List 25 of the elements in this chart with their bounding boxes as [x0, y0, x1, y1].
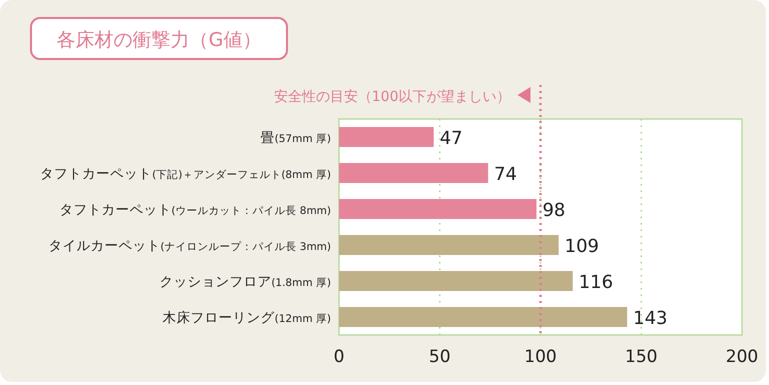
bar [339, 163, 488, 183]
y-tick-label: タフトカーペット(ウールカット：パイル長 8mm) [59, 202, 331, 218]
data-label: 143 [633, 308, 668, 329]
data-label: 47 [440, 128, 463, 149]
bar [339, 127, 434, 147]
ref-line-label: 安全性の目安（100以下が望ましい） [274, 89, 510, 105]
bar [339, 307, 628, 327]
bar [339, 271, 573, 291]
y-tick-label: 畳(57mm 厚) [260, 130, 331, 146]
y-tick-label: クッションフロア(1.8mm 厚) [159, 274, 331, 290]
bar [339, 199, 536, 219]
x-tick-label: 100 [524, 347, 557, 367]
data-label: 74 [494, 164, 518, 185]
y-tick-label: タイルカーペット(ナイロンループ：パイル長 3mm) [48, 238, 331, 254]
x-tick-label: 150 [625, 347, 658, 367]
data-label: 116 [578, 272, 614, 293]
x-tick-label: 200 [726, 347, 758, 367]
text: 各床材の衝撃力（G値） [56, 29, 262, 51]
y-tick-label: 木床フローリング(12mm 厚) [162, 310, 331, 326]
bar [339, 235, 559, 255]
x-tick-label: 0 [334, 347, 344, 367]
y-tick-label: タフトカーペット(下記)＋アンダーフェルト(8mm 厚) [40, 166, 331, 182]
data-label: 109 [564, 236, 599, 257]
data-label: 98 [542, 200, 566, 221]
x-tick-label: 50 [428, 347, 451, 367]
